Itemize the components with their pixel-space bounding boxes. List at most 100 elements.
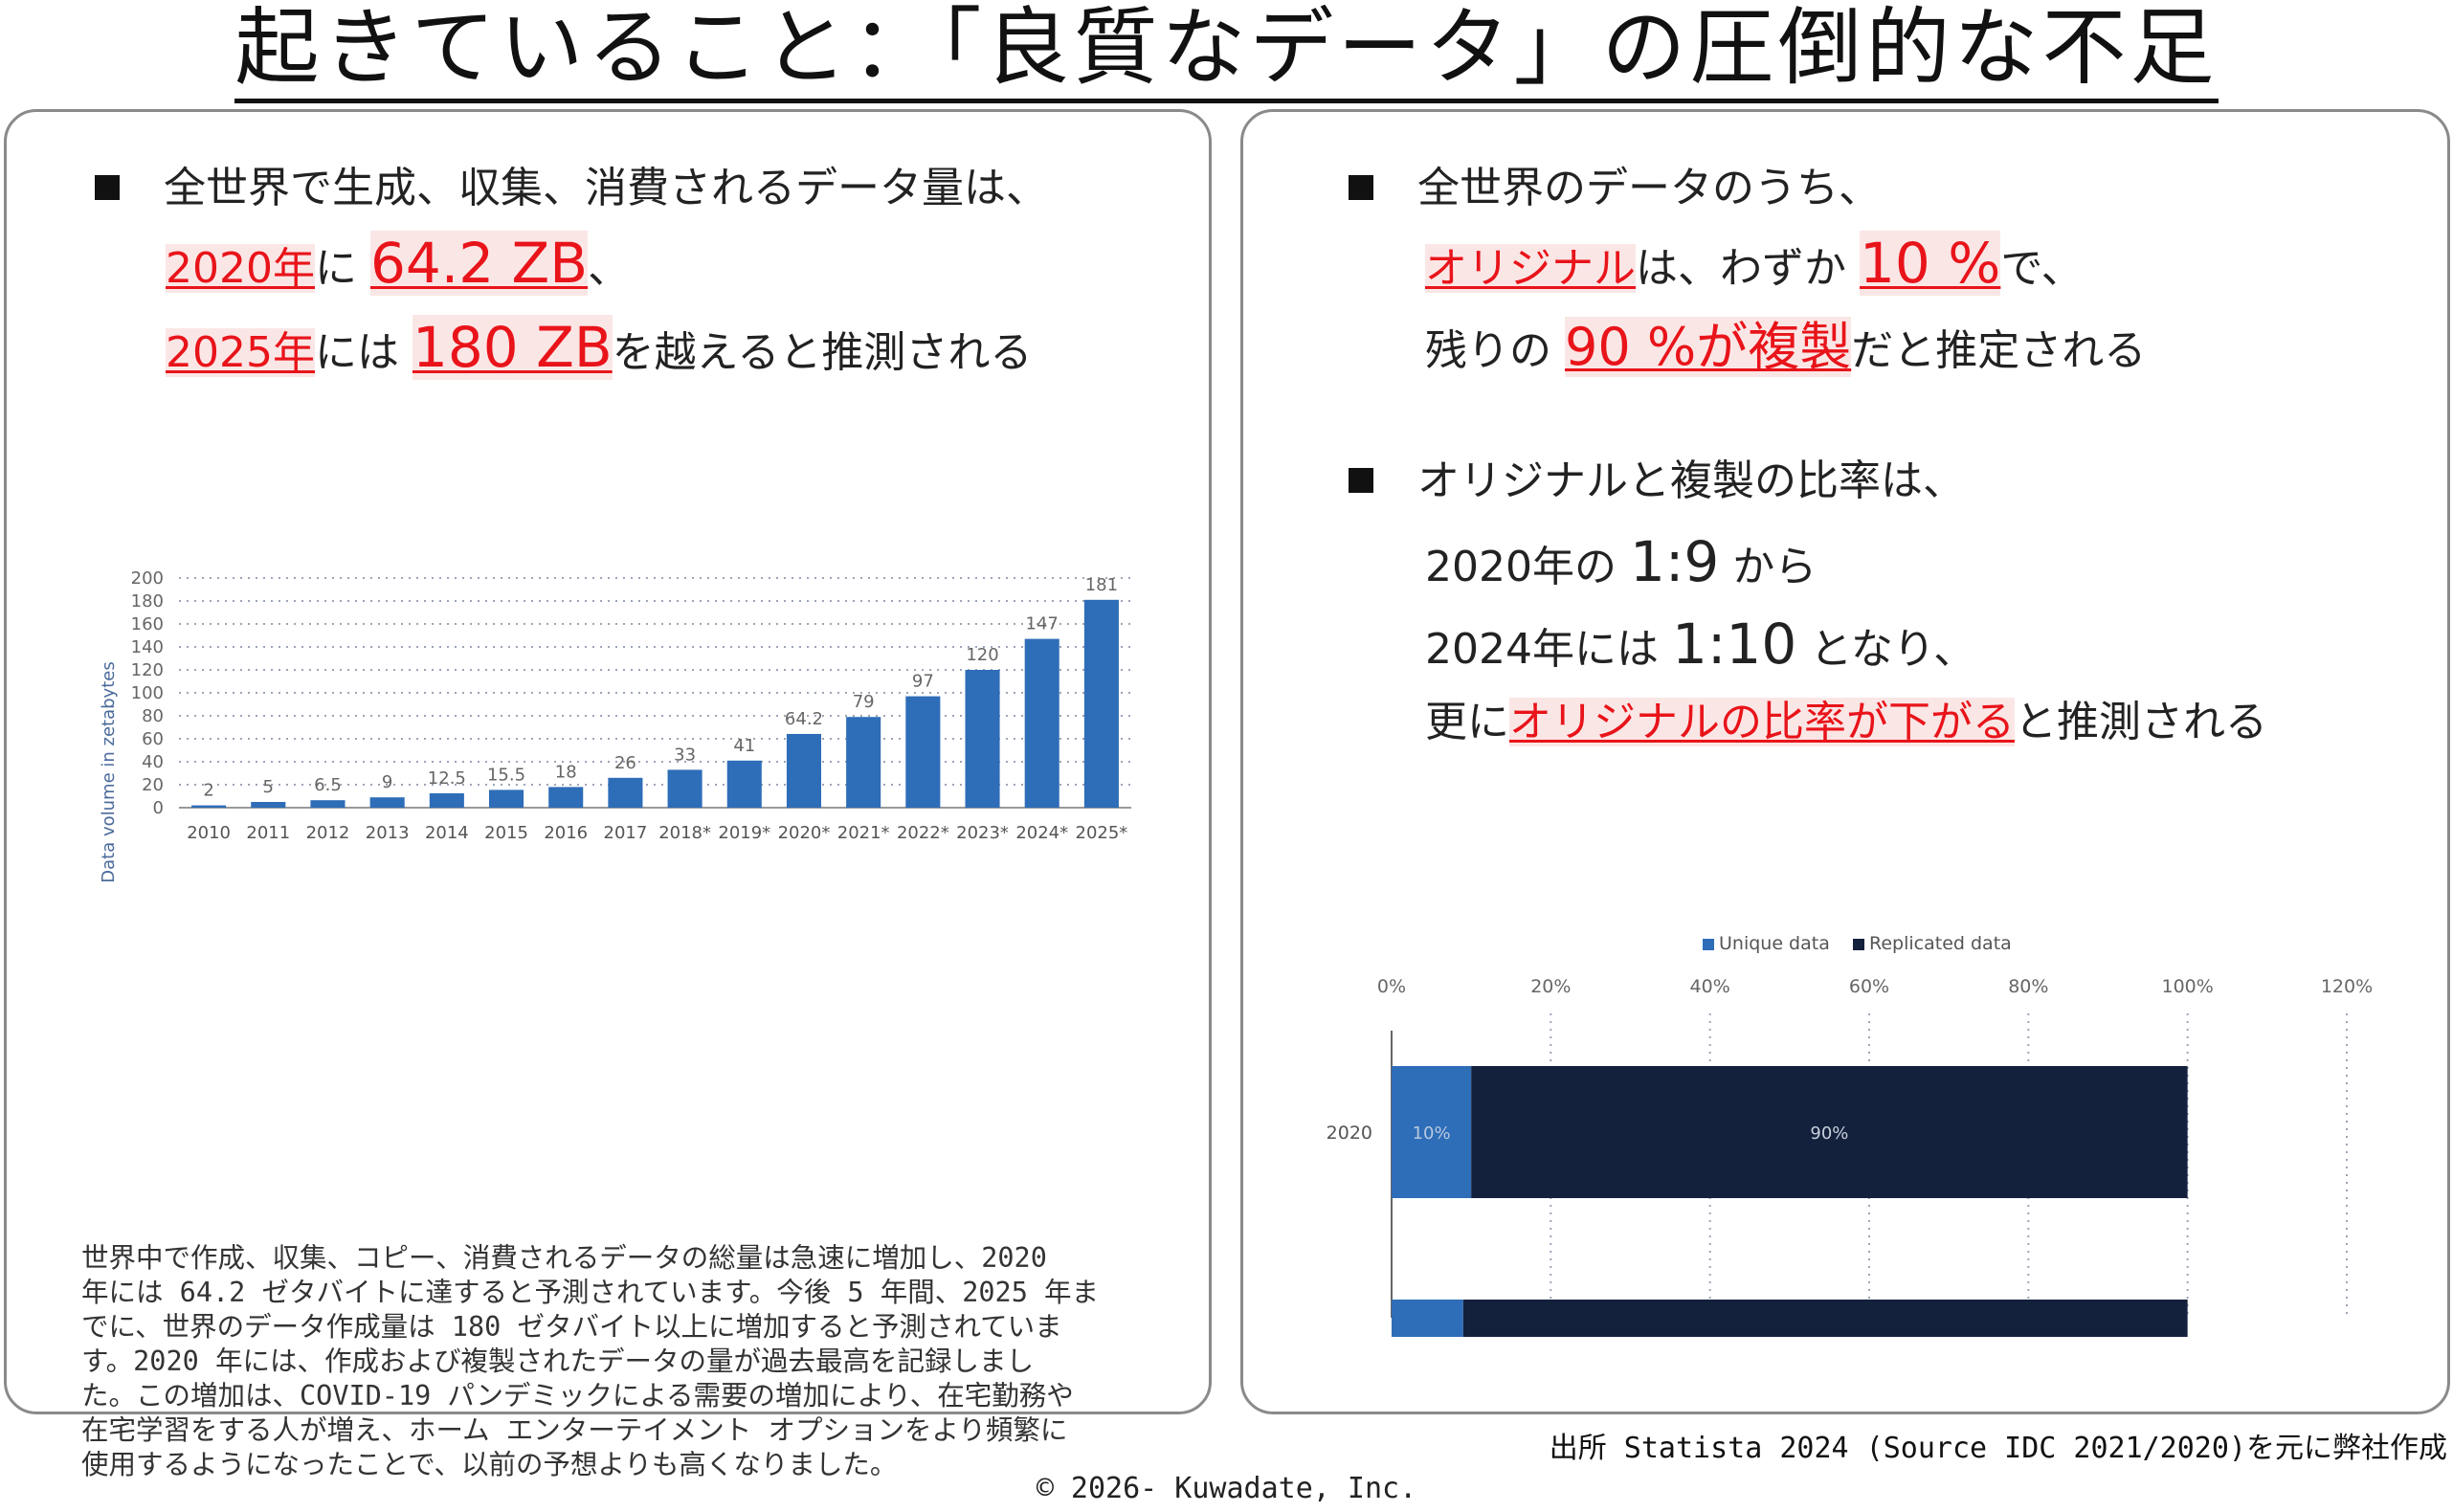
data-volume-bar-chart: Data volume in zetabytes 0 20 40 60 80 100 120…: [99, 568, 1131, 883]
ratio-2020: 1:9: [1629, 529, 1720, 594]
bar-2014: [429, 793, 464, 808]
right-line5-a: 2020年の: [1425, 543, 1630, 591]
legend-label-replicated: Replicated data: [1869, 933, 2012, 954]
bar-2022*: [905, 696, 941, 808]
right-line4-text: オリジナルと複製の比率は、: [1417, 456, 1965, 505]
bar-value-label: 120: [966, 645, 998, 665]
right-line-2: オリジナルは、わずか 10 %で、: [1425, 231, 2084, 298]
x-tick-label: 2020*: [778, 823, 831, 843]
x-tick-label: 2014: [425, 823, 469, 843]
x-tick-label: 2025*: [1076, 823, 1128, 843]
bar-2013: [369, 797, 405, 808]
x-tick-label: 2024*: [1015, 823, 1068, 843]
left-line-1: 全世界で生成、収集、消費されるデータ量は、: [95, 160, 1048, 217]
y-tick-label: 180: [131, 591, 164, 611]
right-line-7: 更にオリジナルの比率が下がると推測される: [1425, 694, 2267, 751]
right-line7-c: と推測される: [2015, 698, 2267, 746]
bar-unique-2024*: [1392, 1300, 1463, 1337]
left-line2-d: 、: [588, 244, 631, 293]
left-line-3: 2025年には 180 ZBを越えると推測される: [166, 315, 1033, 382]
bullet-square-icon: [1349, 468, 1373, 493]
y-tick-label: 120: [131, 660, 164, 680]
ratio-2024: 1:10: [1671, 611, 1797, 677]
x-tick-label: 2015: [484, 823, 528, 843]
bar-value-label: 97: [912, 672, 934, 692]
bar-value-label: 64.2: [785, 709, 823, 729]
bar-2016: [548, 787, 584, 808]
bar-value-label: 15.5: [487, 765, 525, 785]
right-line-6: 2024年には 1:10 となり、: [1425, 615, 1975, 678]
bar-2021*: [846, 717, 881, 808]
highlight-64zb: 64.2 ZB: [369, 231, 589, 296]
y-tick-label: 100: [131, 683, 164, 703]
y-tick-label: 160: [131, 614, 164, 634]
left-line2-b: に: [314, 244, 370, 293]
highlight-ratio-decline: オリジナルの比率が下がる: [1509, 698, 2015, 746]
x-tick-label: 120%: [2321, 976, 2373, 997]
bar-value-label: 26: [614, 753, 636, 773]
bullet-square-icon: [1349, 175, 1373, 200]
x-tick-label: 20%: [1530, 976, 1571, 997]
unique-vs-replicated-chart: Unique data Replicated data 0% 20% 40% 60% 80%…: [1327, 933, 2373, 1337]
x-tick-label: 2023*: [956, 823, 1009, 843]
bar-2024*: [1024, 638, 1059, 808]
highlight-180zb: 180 ZB: [412, 315, 613, 380]
x-tick-label: 2021*: [837, 823, 890, 843]
x-tick-label: 2010: [187, 823, 231, 843]
left-line3-d: を越えると推測される: [612, 328, 1033, 377]
bar-2023*: [965, 670, 1000, 808]
bar-value-label: 5: [263, 777, 274, 797]
right-line3-a: 残りの: [1425, 326, 1565, 375]
highlight-10pct: 10 %: [1860, 231, 2001, 296]
left-line-2: 2020年に 64.2 ZB、: [166, 231, 631, 298]
legend-swatch-unique: [1703, 939, 1714, 950]
bar-2019*: [726, 760, 762, 808]
right-line5-c: から: [1719, 543, 1817, 591]
x-tick-label: 2012: [306, 823, 350, 843]
x-tick-label: 2016: [544, 823, 588, 843]
right-line7-a: 更に: [1425, 698, 1509, 746]
right-line-5: 2020年の 1:9 から: [1425, 533, 1817, 596]
x-tick-label: 2017: [604, 823, 648, 843]
legend-swatch-replicated: [1853, 939, 1864, 950]
page-title-text: 起きていること：「良質なデータ」の圧倒的な不足: [234, 0, 2219, 103]
x-tick-label: 2018*: [658, 823, 711, 843]
legend-label-unique: Unique data: [1719, 933, 1830, 954]
bar-2012: [310, 800, 346, 808]
bar-unique-2020: [1392, 1066, 1472, 1198]
bar-2025*: [1083, 599, 1119, 808]
y-tick-label: 60: [142, 729, 164, 749]
right-line1-text: 全世界のデータのうち、: [1417, 164, 1881, 212]
highlight-original: オリジナル: [1425, 244, 1636, 293]
y-tick-label: 200: [131, 568, 164, 589]
bar-value-label: 147: [1026, 614, 1059, 634]
bar-value-label: 12.5: [428, 768, 466, 789]
x-tick-label: 2022*: [897, 823, 949, 843]
right-line3-c: だと推定される: [1851, 326, 2147, 375]
right-line6-c: となり、: [1796, 625, 1976, 674]
bar-value-label: 79: [853, 692, 875, 712]
highlight-90pct: 90 %が複製: [1565, 317, 1852, 377]
left-panel: 全世界で生成、収集、消費されるデータ量は、 2020年に 64.2 ZB、 20…: [4, 109, 1212, 1480]
y-tick-label: 0: [153, 798, 164, 818]
right-line-4: オリジナルと複製の比率は、: [1349, 453, 1965, 510]
bar-2011: [251, 802, 286, 808]
y-tick-label: 140: [131, 637, 164, 657]
y-category-label: 2020: [1327, 1123, 1372, 1144]
right-panel: 全世界のデータのうち、 オリジナルは、わずか 10 %で、 残りの 90 %が複…: [1240, 109, 2450, 1414]
bar-label-replicated: 90%: [1810, 1123, 1848, 1144]
right-line2-d: で、: [2000, 244, 2084, 293]
y-tick-label: 80: [142, 706, 164, 726]
bar-replicated-2020: [1471, 1066, 2188, 1198]
bar-value-label: 2: [203, 781, 213, 801]
left-line3-b: には: [314, 328, 413, 377]
bar-2015: [488, 789, 524, 808]
x-tick-label: 100%: [2162, 976, 2214, 997]
copyright: © 2026- Kuwadate, Inc.: [1036, 1472, 1417, 1505]
x-tick-label: 2011: [246, 823, 290, 843]
bar-2010: [191, 805, 227, 808]
bar-replicated-2024*: [1462, 1300, 2188, 1337]
y-tick-label: 40: [142, 752, 164, 772]
x-tick-label: 0%: [1377, 976, 1406, 997]
bar-2018*: [667, 769, 702, 808]
